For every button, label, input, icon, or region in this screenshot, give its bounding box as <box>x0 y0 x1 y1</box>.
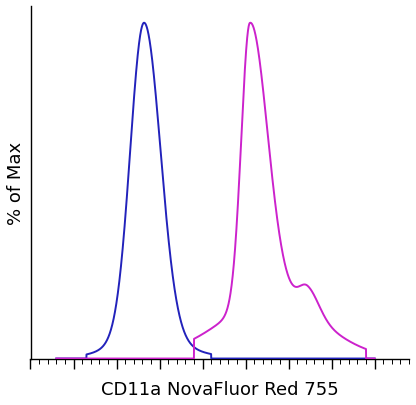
X-axis label: CD11a NovaFluor Red 755: CD11a NovaFluor Red 755 <box>101 380 339 398</box>
Y-axis label: % of Max: % of Max <box>7 141 25 224</box>
